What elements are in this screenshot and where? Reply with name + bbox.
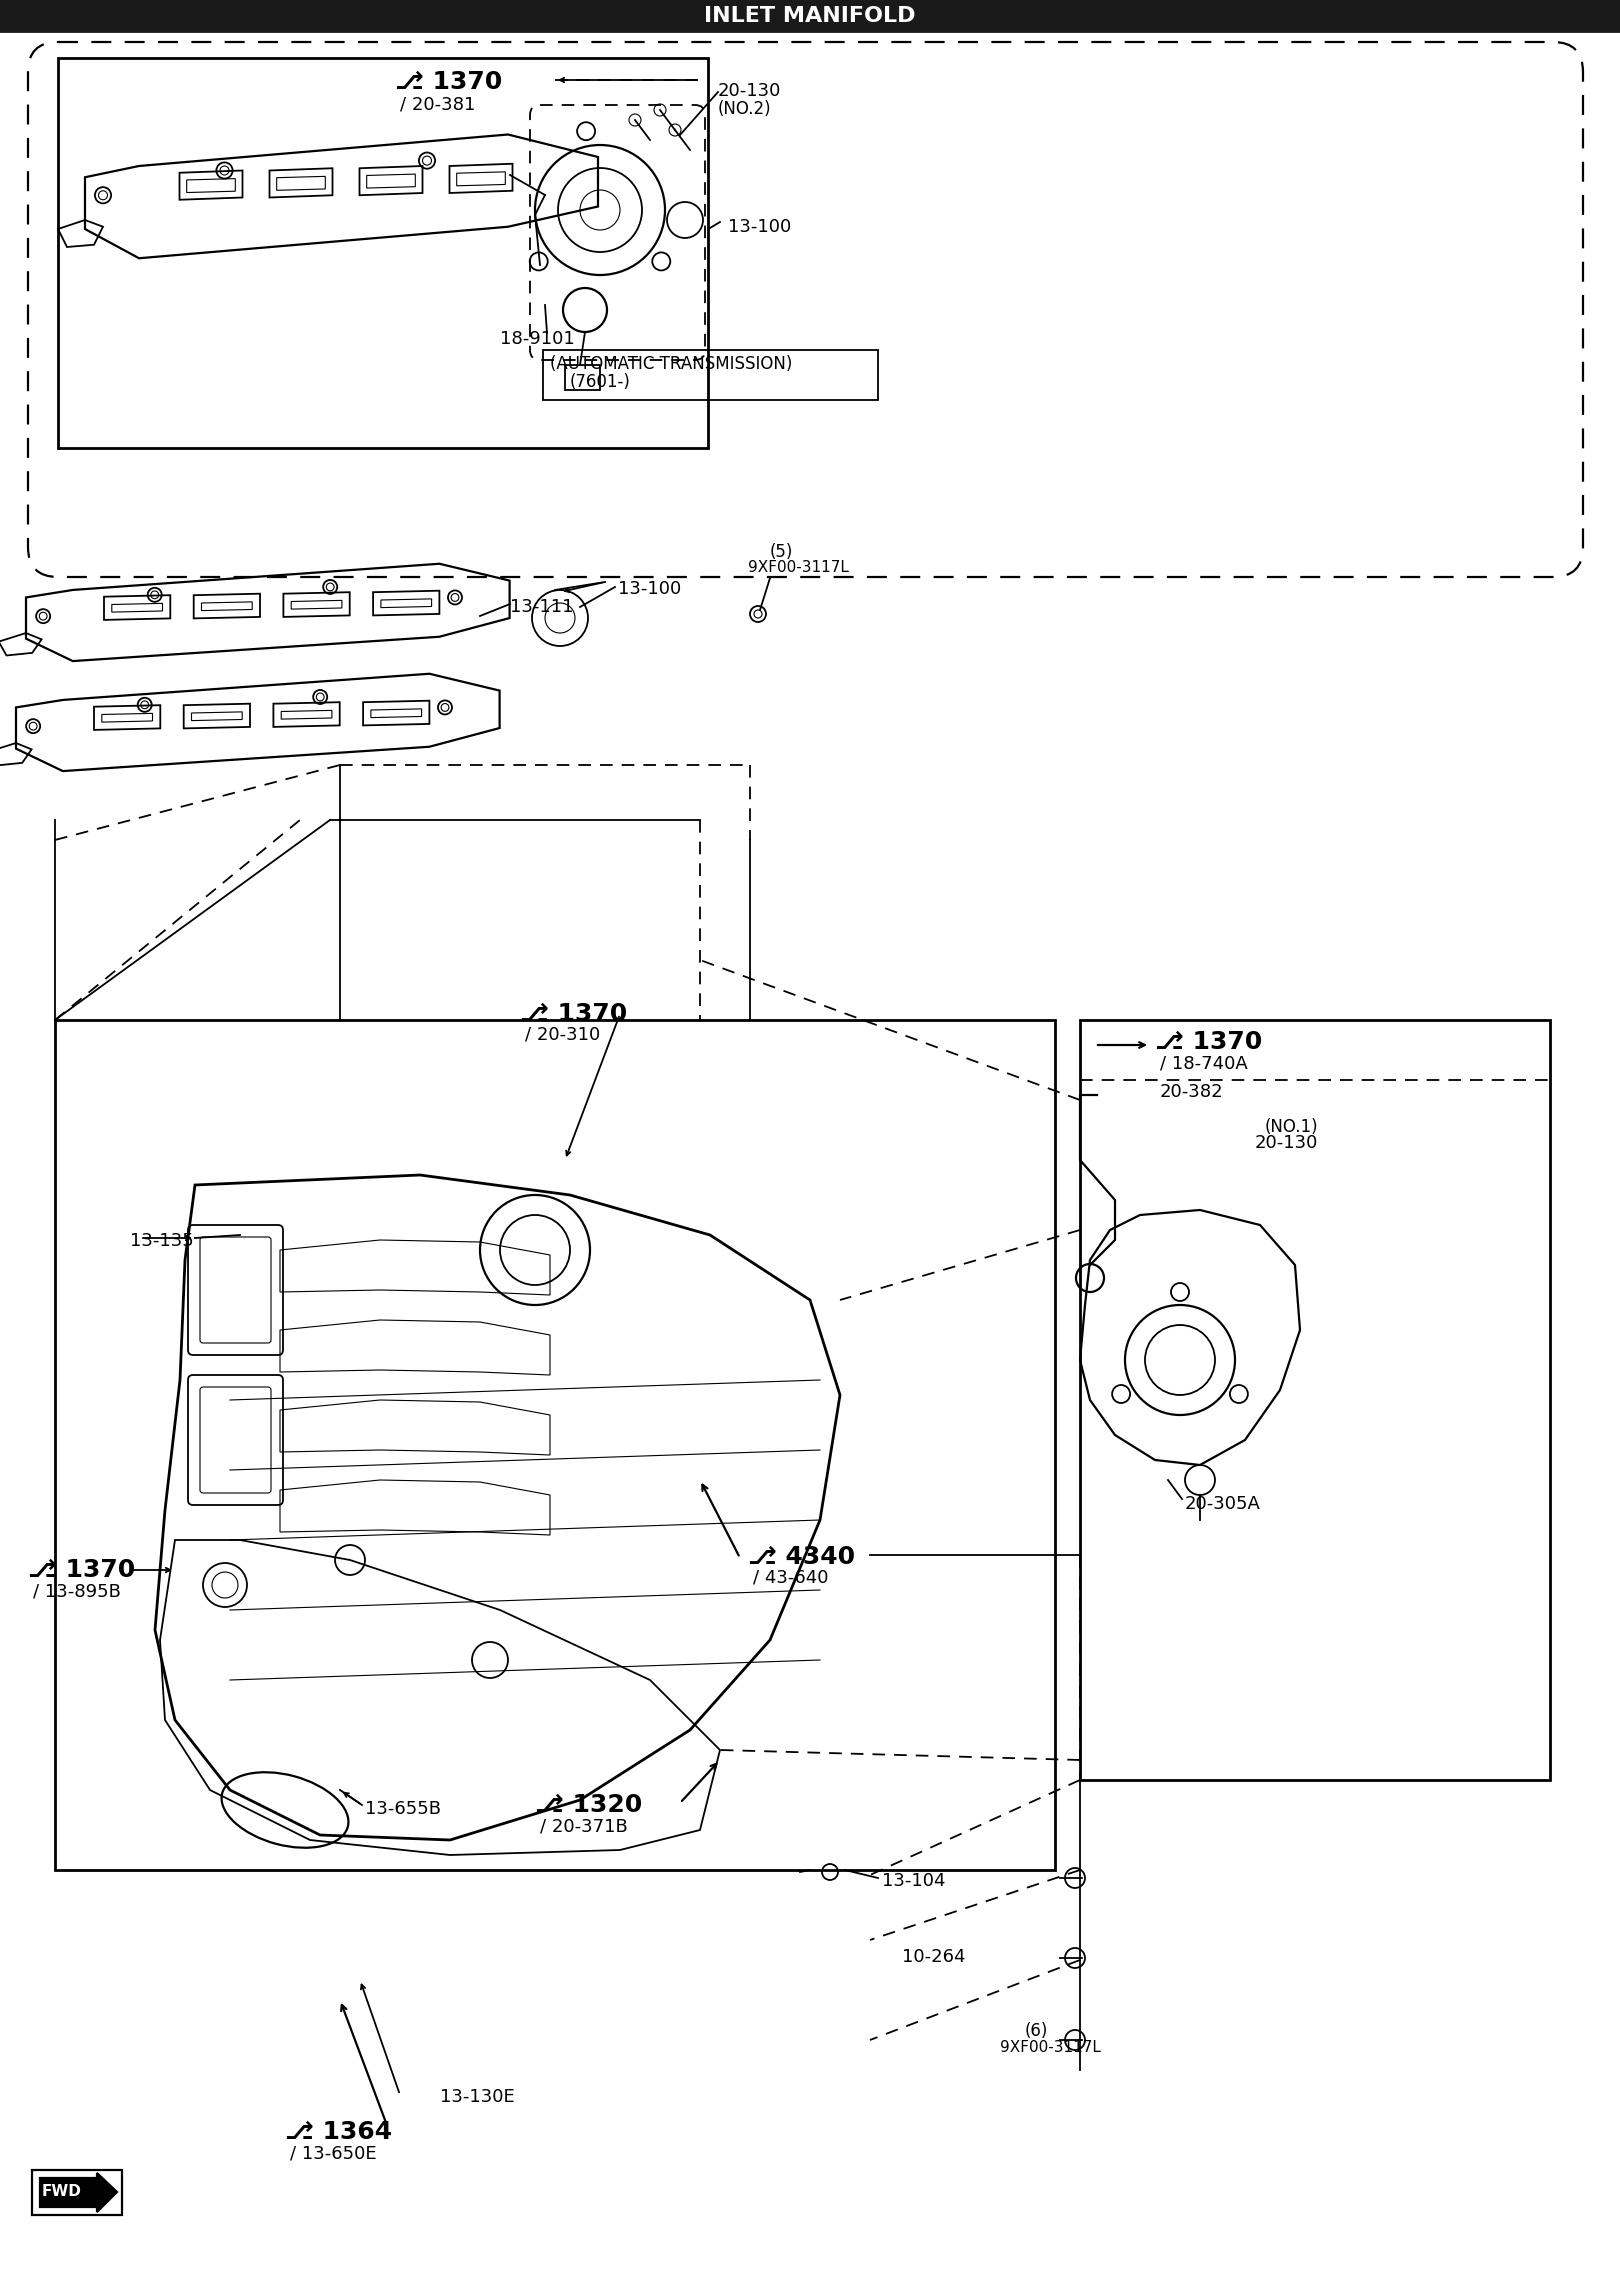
Text: (AUTOMATIC TRANSMISSION): (AUTOMATIC TRANSMISSION)	[551, 355, 792, 373]
Bar	[58, 57, 708, 448]
Text: ⎇ 1370: ⎇ 1370	[520, 1001, 627, 1026]
Text: ⎇ 1370: ⎇ 1370	[1155, 1031, 1262, 1054]
Text: 20-130: 20-130	[1256, 1133, 1319, 1152]
Text: ⎇ 4340: ⎇ 4340	[748, 1545, 855, 1568]
Text: (NO.1): (NO.1)	[1265, 1118, 1319, 1136]
Text: 9XF00-3117L: 9XF00-3117L	[1000, 2039, 1102, 2055]
Text: ⎇ 1364: ⎇ 1364	[285, 2119, 392, 2144]
Text: 13-130E: 13-130E	[441, 2087, 515, 2105]
Text: INLET MANIFOLD: INLET MANIFOLD	[705, 7, 915, 25]
Text: 13-655B: 13-655B	[364, 1800, 441, 1819]
Polygon shape	[40, 2174, 117, 2212]
Bar	[565, 364, 599, 389]
Text: (6): (6)	[1025, 2021, 1048, 2039]
Bar	[55, 1020, 1055, 1871]
Text: / 13-895B: / 13-895B	[32, 1582, 122, 1600]
Bar	[543, 351, 878, 401]
Text: 9XF00-3117L: 9XF00-3117L	[748, 560, 849, 576]
Bar	[0, 0, 1620, 32]
Text: / 20-381: / 20-381	[400, 96, 475, 114]
Text: / 18-740A: / 18-740A	[1160, 1054, 1247, 1072]
Text: ⎇ 1320: ⎇ 1320	[535, 1793, 642, 1816]
Text: 13-135: 13-135	[130, 1231, 194, 1250]
Text: / 20-371B: / 20-371B	[539, 1816, 629, 1834]
Bar	[1081, 1020, 1550, 1780]
Text: ⎇ 1370: ⎇ 1370	[395, 71, 502, 93]
Text: (NO.2): (NO.2)	[718, 100, 771, 118]
Text: 20-305A: 20-305A	[1184, 1495, 1260, 1514]
Text: 10-264: 10-264	[902, 1948, 966, 1966]
Text: / 13-650E: / 13-650E	[290, 2144, 376, 2162]
Text: 13-100: 13-100	[727, 218, 791, 237]
Text: / 43-640: / 43-640	[753, 1568, 828, 1586]
Text: 20-130: 20-130	[718, 82, 781, 100]
Text: ⎇ 1370: ⎇ 1370	[28, 1559, 134, 1582]
Text: 13-104: 13-104	[881, 1871, 946, 1889]
Text: (7601-): (7601-)	[570, 373, 630, 391]
Text: 13-100: 13-100	[617, 580, 682, 599]
Text: / 20-310: / 20-310	[525, 1024, 601, 1042]
Text: 20-382: 20-382	[1160, 1083, 1223, 1102]
Text: FWD: FWD	[42, 2185, 83, 2199]
Text: 18-9101: 18-9101	[501, 330, 575, 348]
Text: 13-111: 13-111	[510, 599, 573, 617]
Text: (5): (5)	[770, 544, 794, 560]
